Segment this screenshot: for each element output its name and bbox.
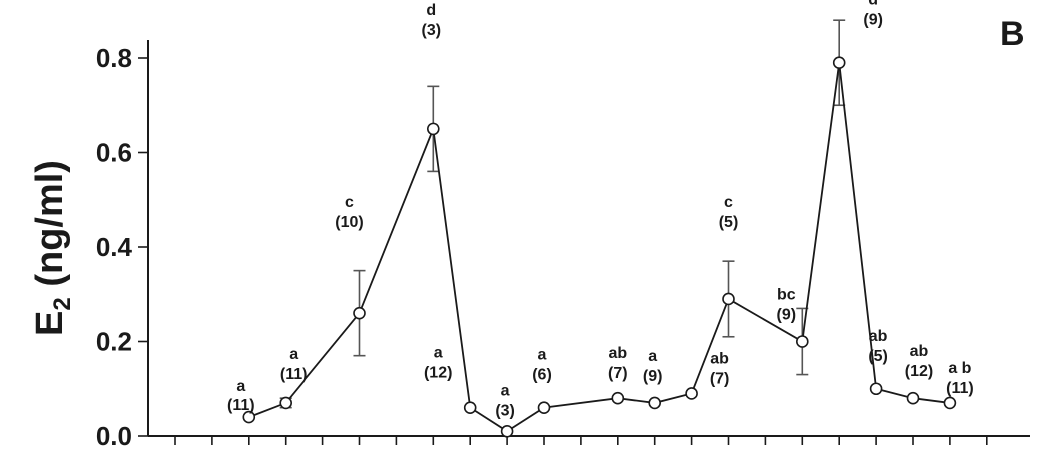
significance-letter: ab <box>910 343 929 360</box>
significance-letter: a <box>289 346 298 363</box>
y-tick-label: 0.0 <box>96 421 132 451</box>
x-axis <box>148 435 1030 445</box>
significance-letter: a <box>538 347 547 364</box>
sample-size-label: (11) <box>227 397 255 414</box>
significance-letter: bc <box>777 287 796 304</box>
significance-letter: a <box>434 345 443 362</box>
data-points <box>242 56 957 438</box>
data-point <box>463 401 477 414</box>
y-axis-label-subscript: 2 <box>49 297 76 310</box>
data-point <box>279 396 293 410</box>
sample-size-label: (9) <box>777 307 797 324</box>
sample-size-label: (9) <box>863 12 883 29</box>
data-point <box>242 410 256 424</box>
data-point <box>685 387 698 400</box>
y-axis-label-main: E <box>29 311 71 336</box>
data-point <box>426 122 440 136</box>
data-point <box>943 396 957 410</box>
significance-letter: c <box>724 194 733 211</box>
y-tick-label: 0.2 <box>96 327 132 357</box>
data-point <box>648 396 662 410</box>
sample-size-label: (10) <box>335 214 363 231</box>
sample-size-label: (3) <box>495 402 515 419</box>
significance-letter: a b <box>948 360 971 377</box>
panel-label: B <box>1000 15 1025 53</box>
sample-size-label: (5) <box>868 348 888 365</box>
significance-letter: a <box>501 382 510 399</box>
significance-letter: ab <box>710 350 729 367</box>
y-axis-label-unit: (ng/ml) <box>29 160 71 287</box>
sample-size-label: (12) <box>905 363 933 380</box>
data-point <box>537 401 551 414</box>
data-point <box>611 391 625 405</box>
significance-letter: ab <box>608 345 627 362</box>
error-bars <box>279 19 846 409</box>
sample-size-label: (12) <box>424 365 452 382</box>
y-tick-label: 0.4 <box>96 232 133 262</box>
significance-letter: d <box>868 0 878 9</box>
sample-size-label: (9) <box>643 368 663 385</box>
sample-size-label: (7) <box>710 370 730 387</box>
sample-size-label: (7) <box>608 365 628 382</box>
data-point <box>906 391 920 405</box>
significance-letter: a <box>236 378 245 395</box>
y-axis-label: E2 (ng/ml) <box>29 160 76 336</box>
significance-letter: d <box>426 2 436 19</box>
y-tick-label: 0.6 <box>96 138 132 168</box>
annotations: a (11) a (11) c (10) d (3) a (12) a (3) a (6) ab (7) a (9… <box>227 0 974 419</box>
data-point <box>722 292 735 306</box>
y-axis: 0.0 0.2 0.4 0.6 0.8 <box>96 40 149 451</box>
y-axis-label-space <box>29 287 71 298</box>
data-point <box>500 424 514 438</box>
significance-letter: c <box>345 194 354 211</box>
data-point <box>795 335 809 348</box>
series-line <box>248 62 951 433</box>
significance-letter: a <box>648 348 657 365</box>
sample-size-label: (11) <box>946 380 974 397</box>
sample-size-label: (11) <box>280 366 308 383</box>
data-point <box>353 306 366 320</box>
sample-size-label: (5) <box>719 214 739 231</box>
data-point <box>832 56 846 70</box>
significance-letter: ab <box>869 328 888 345</box>
data-point <box>869 382 883 396</box>
sample-size-label: (3) <box>422 22 442 39</box>
y-tick-label: 0.8 <box>96 43 132 73</box>
sample-size-label: (6) <box>532 367 552 384</box>
